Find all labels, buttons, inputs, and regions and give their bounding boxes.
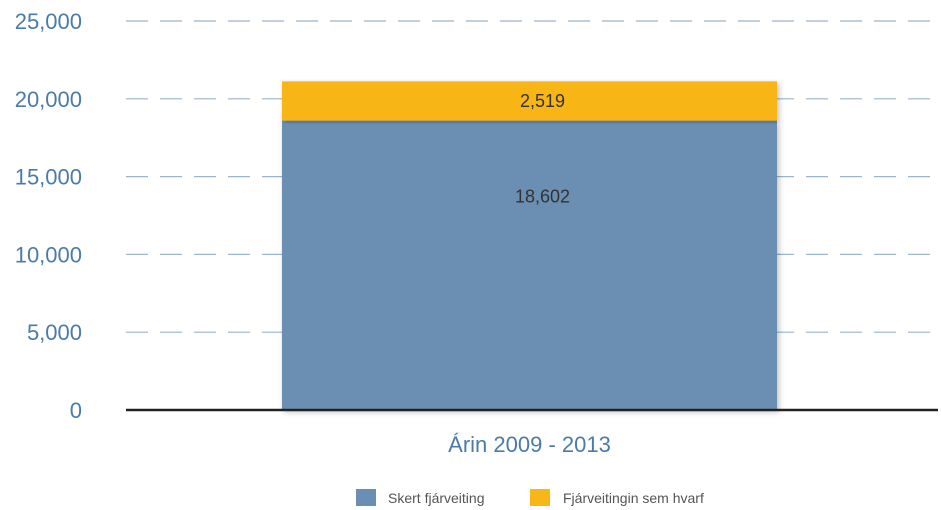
data-label: 18,602 [515,187,570,207]
legend-item: Fjárveitingin sem hvarf [530,489,704,506]
y-tick-label: 15,000 [15,165,82,190]
y-tick-label: 5,000 [27,320,82,345]
bars [282,81,777,410]
x-axis-tick-labels: Árin 2009 - 2013 [448,432,611,457]
y-axis-tick-labels: 0 5,000 10,000 15,000 20,000 25,000 [15,9,82,423]
data-label: 2,519 [520,91,565,111]
x-tick-label: Árin 2009 - 2013 [448,432,611,457]
legend-swatch [530,489,550,506]
y-tick-label: 0 [70,398,82,423]
legend: Skert fjárveiting Fjárveitingin sem hvarf [356,489,704,506]
data-labels: 18,602 2,519 [515,91,570,207]
legend-item: Skert fjárveiting [356,489,484,506]
y-tick-label: 25,000 [15,9,82,34]
y-tick-label: 10,000 [15,242,82,267]
legend-label: Fjárveitingin sem hvarf [563,490,704,506]
legend-swatch [356,489,376,506]
bar-segment [282,120,777,410]
bar-segment [282,81,777,121]
y-tick-label: 20,000 [15,87,82,112]
legend-label: Skert fjárveiting [388,490,484,506]
